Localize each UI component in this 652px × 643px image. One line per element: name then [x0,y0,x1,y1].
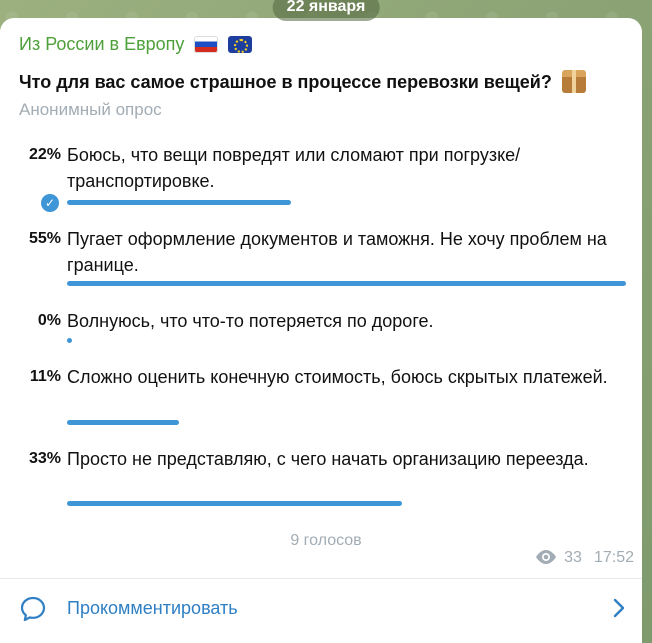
option-text: Просто не представляю, с чего начать орг… [67,449,589,469]
option-bar [67,281,626,286]
option-percent: 22% [28,146,61,163]
comment-label: Прокомментировать [67,598,238,618]
option-text: Сложно оценить конечную стоимость, боюсь… [67,367,608,387]
views-count: 33 [564,549,582,566]
channel-name[interactable]: Из России в Европу [19,34,253,55]
option-percent: 0% [37,312,61,329]
chevron-right-icon [612,597,626,624]
package-icon [561,70,587,94]
poll-question-text: Что для вас самое страшное в процессе пе… [19,72,552,92]
option-bar [67,501,402,506]
option-percent: 33% [28,450,61,467]
date-badge: 22 января [272,0,380,21]
eye-icon [534,549,558,570]
flag-eu-icon [228,36,253,53]
poll-type: Анонимный опрос [19,100,162,119]
option-bar [67,420,179,425]
divider [0,578,642,579]
votes-count[interactable]: 9 голосов [290,532,362,549]
option-percent: 55% [28,230,61,247]
message-time: 17:52 [593,549,634,566]
flag-ru-icon [194,36,219,53]
poll-question: Что для вас самое страшное в процессе пе… [19,70,629,94]
option-percent: 11% [29,368,61,385]
comment-bubble-icon [19,595,47,628]
option-bar [67,200,291,205]
option-bar [67,338,72,343]
poll-message: Из России в Европу Что для вас самое стр… [0,18,642,643]
option-text: Пугает оформление документов и таможня. … [67,229,607,275]
option-text: Волнуюсь, что что-то потеряется по дорог… [67,311,434,331]
message-meta: 33 17:52 [534,549,634,570]
channel-name-text: Из России в Европу [19,34,185,54]
option-text: Боюсь, что вещи повредят или сломают при… [67,145,521,191]
checkmark-icon: ✓ [41,194,59,212]
comment-button[interactable]: Прокомментировать [0,579,642,643]
